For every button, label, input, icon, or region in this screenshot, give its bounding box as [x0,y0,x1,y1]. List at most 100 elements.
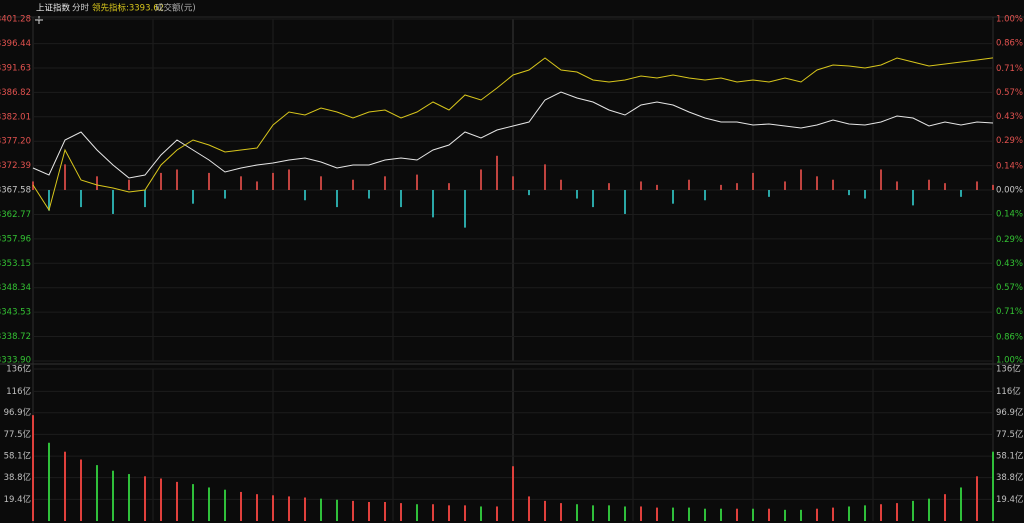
bar [976,181,978,190]
y2-tick-label: 1.00% [996,15,1023,25]
bar [560,179,562,190]
bar [288,496,290,521]
bar [704,508,706,521]
y-tick-label: 3382.01 [0,112,31,122]
y-tick-label-right: 77.5亿 [996,429,1023,440]
crosshair-icon [35,16,43,24]
bar [656,184,658,190]
bar [960,487,962,521]
bar [528,190,530,196]
y2-tick-label: 0.71% [996,307,1023,317]
bar [336,499,338,521]
bar [960,190,962,197]
volume-title: 成交额(元) [155,3,196,14]
bar [944,494,946,521]
bar [640,181,642,190]
bar [128,474,130,521]
y2-tick-label: 1.00% [996,356,1023,366]
bar [720,184,722,190]
bar [480,506,482,521]
y-tick-label: 3357.96 [0,234,31,244]
bar [256,181,258,190]
bar [224,190,226,199]
bar [768,190,770,197]
y2-tick-label: 0.86% [996,333,1023,343]
bar [560,503,562,521]
bar [336,190,338,208]
bar [64,451,66,521]
bar [400,190,402,208]
bar [880,169,882,190]
bar [912,190,914,206]
y-tick-label-right: 116亿 [996,386,1021,397]
y2-tick-label: 0.14% [996,162,1023,172]
bar [496,506,498,521]
index-name: 上证指数 [36,3,71,14]
bar [880,504,882,521]
bar [352,500,354,521]
bar [80,190,82,208]
bar [896,503,898,521]
bar [272,172,274,190]
y-tick-label: 116亿 [6,386,31,397]
bar [592,505,594,521]
bar [848,506,850,521]
y2-tick-label: 0.71% [996,64,1023,74]
bar [688,179,690,190]
bar [128,179,130,190]
bar [112,470,114,521]
bar [96,176,98,190]
bar [112,190,114,214]
bar [448,505,450,521]
bar [320,498,322,521]
bar [736,508,738,521]
y2-tick-label: 0.29% [996,235,1023,245]
bar [672,190,674,204]
y-tick-label: 3396.44 [0,39,31,49]
y2-tick-label: 0.57% [996,283,1023,293]
bar [992,184,994,190]
bar [624,190,626,214]
bar [96,465,98,521]
bar [480,169,482,190]
y2-tick-label: 0.00% [996,186,1023,196]
bar [832,179,834,190]
bar [576,190,578,199]
bar [608,183,610,190]
bar [864,505,866,521]
y2-tick-label: 0.86% [996,38,1023,48]
bar [80,459,82,521]
y2-tick-label: 0.57% [996,88,1023,98]
indicator-label: 领先指标:3393.62 [92,3,164,14]
bar [400,503,402,521]
bar [416,504,418,521]
bar [176,169,178,190]
bar [976,476,978,521]
bar [240,176,242,190]
bar [576,504,578,521]
bar [224,489,226,521]
bar [848,190,850,196]
bar [192,190,194,204]
bar [832,507,834,521]
bar [672,507,674,521]
bar [464,505,466,521]
bar [208,172,210,190]
bar [304,190,306,201]
y-tick-label-right: 38.8亿 [996,472,1023,483]
y-tick-label-right: 96.9亿 [996,407,1023,418]
bar [416,174,418,190]
bar [704,190,706,201]
bar [528,496,530,521]
y-tick-label: 3343.53 [0,308,31,318]
bar [512,466,514,521]
bar [320,176,322,190]
bar [272,495,274,521]
bar [656,507,658,521]
bar [544,164,546,190]
y-tick-label: 3348.34 [0,283,31,293]
y-tick-label: 3362.77 [0,210,31,220]
bar [736,183,738,190]
